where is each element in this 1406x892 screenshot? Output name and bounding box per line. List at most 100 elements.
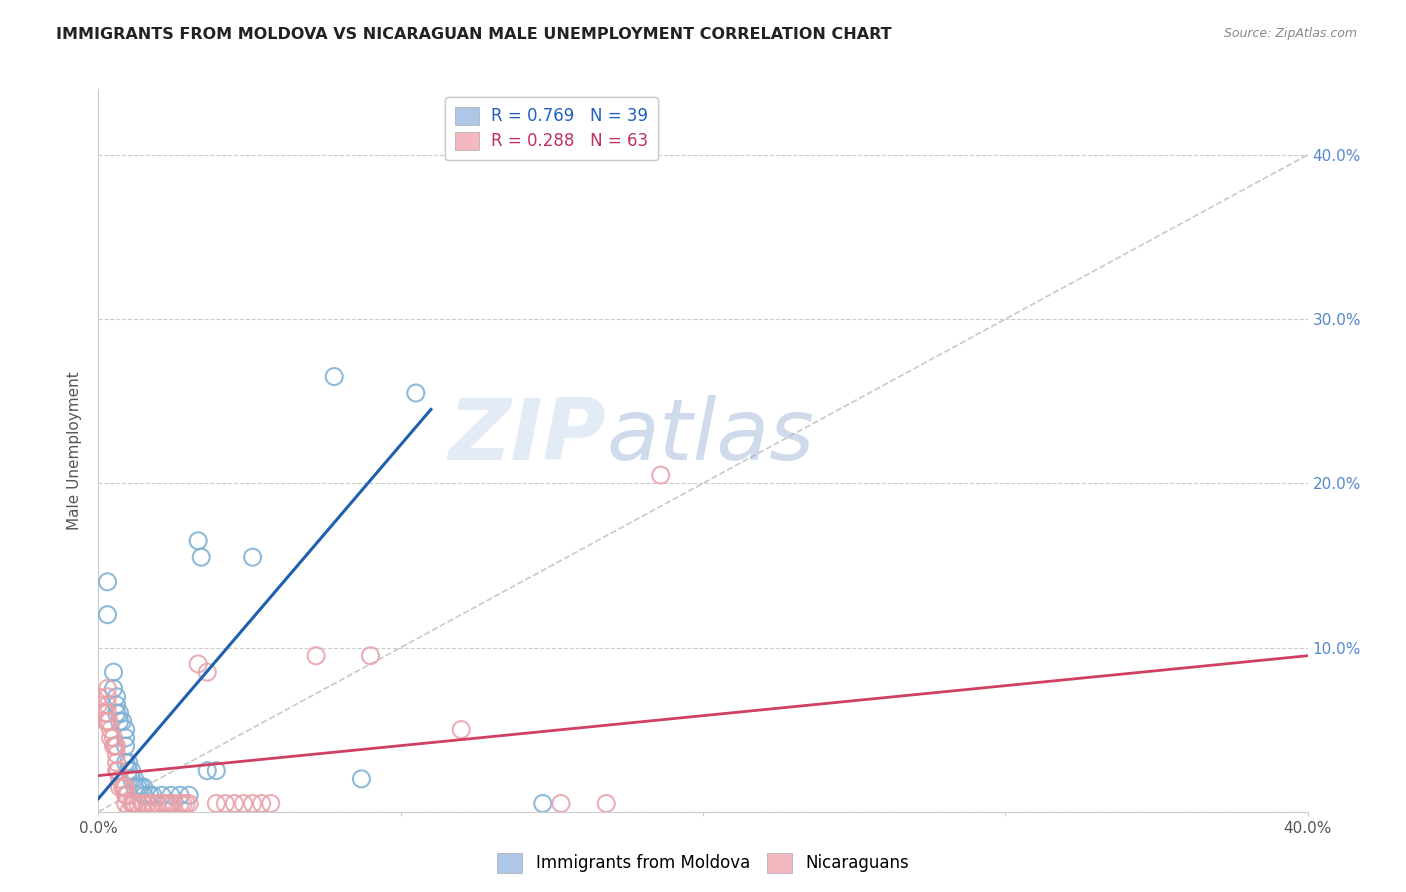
Point [242, 797, 264, 811]
Point [214, 797, 236, 811]
Point [105, 747, 128, 762]
Point [127, 780, 149, 794]
Point [187, 657, 209, 671]
Point [87, 690, 110, 704]
Point [96, 607, 118, 622]
Text: Source: ZipAtlas.com: Source: ZipAtlas.com [1223, 27, 1357, 40]
Point [132, 780, 155, 794]
Point [114, 723, 136, 737]
Text: IMMIGRANTS FROM MOLDOVA VS NICARAGUAN MALE UNEMPLOYMENT CORRELATION CHART: IMMIGRANTS FROM MOLDOVA VS NICARAGUAN MA… [56, 27, 891, 42]
Point [190, 550, 212, 565]
Point [108, 780, 131, 794]
Legend: Immigrants from Moldova, Nicaraguans: Immigrants from Moldova, Nicaraguans [491, 847, 915, 880]
Point [100, 731, 122, 745]
Point [103, 739, 125, 753]
Point [112, 780, 135, 794]
Point [242, 550, 264, 565]
Point [450, 723, 472, 737]
Point [150, 797, 173, 811]
Point [104, 739, 127, 753]
Point [124, 772, 146, 786]
Point [129, 780, 152, 794]
Point [169, 797, 191, 811]
Point [114, 780, 136, 794]
Point [105, 698, 128, 712]
Point [96, 690, 118, 704]
Legend: R = 0.769   N = 39, R = 0.288   N = 63: R = 0.769 N = 39, R = 0.288 N = 63 [444, 97, 658, 160]
Point [121, 764, 143, 778]
Point [93, 706, 115, 721]
Point [142, 789, 165, 803]
Point [111, 714, 134, 729]
Point [150, 789, 173, 803]
Point [160, 797, 183, 811]
Point [195, 764, 218, 778]
Point [107, 764, 129, 778]
Point [96, 714, 118, 729]
Point [142, 805, 165, 819]
Point [550, 797, 572, 811]
Point [146, 797, 169, 811]
Point [108, 772, 131, 786]
Point [305, 648, 328, 663]
Point [179, 797, 201, 811]
Point [179, 789, 201, 803]
Point [260, 797, 283, 811]
Point [118, 805, 141, 819]
Point [87, 698, 110, 712]
Point [131, 797, 153, 811]
Point [108, 706, 131, 721]
Point [205, 764, 228, 778]
Point [103, 665, 125, 680]
Point [96, 698, 118, 712]
Point [114, 739, 136, 753]
Point [94, 714, 117, 729]
Point [195, 665, 218, 680]
Point [160, 789, 183, 803]
Point [205, 797, 228, 811]
Point [163, 797, 186, 811]
Point [156, 797, 179, 811]
Point [232, 797, 254, 811]
Point [105, 756, 128, 770]
Point [105, 764, 128, 778]
Point [114, 731, 136, 745]
Point [124, 797, 146, 811]
Point [100, 723, 122, 737]
Point [103, 731, 125, 745]
Point [111, 780, 134, 794]
Point [224, 797, 246, 811]
Point [98, 714, 121, 729]
Point [169, 789, 191, 803]
Point [172, 797, 194, 811]
Point [127, 797, 149, 811]
Point [132, 797, 155, 811]
Point [105, 690, 128, 704]
Point [96, 681, 118, 696]
Point [103, 681, 125, 696]
Point [360, 648, 382, 663]
Point [118, 756, 141, 770]
Point [96, 706, 118, 721]
Point [114, 789, 136, 803]
Point [122, 797, 145, 811]
Point [595, 797, 617, 811]
Point [121, 772, 143, 786]
Point [187, 533, 209, 548]
Point [323, 369, 346, 384]
Point [108, 714, 131, 729]
Point [139, 789, 162, 803]
Point [96, 574, 118, 589]
Point [153, 797, 176, 811]
Point [105, 739, 128, 753]
Y-axis label: Male Unemployment: Male Unemployment [67, 371, 83, 530]
Point [531, 797, 554, 811]
Point [121, 797, 143, 811]
Point [114, 797, 136, 811]
Point [174, 797, 197, 811]
Text: atlas: atlas [606, 394, 814, 477]
Point [118, 764, 141, 778]
Point [405, 386, 427, 401]
Point [135, 797, 157, 811]
Point [115, 789, 138, 803]
